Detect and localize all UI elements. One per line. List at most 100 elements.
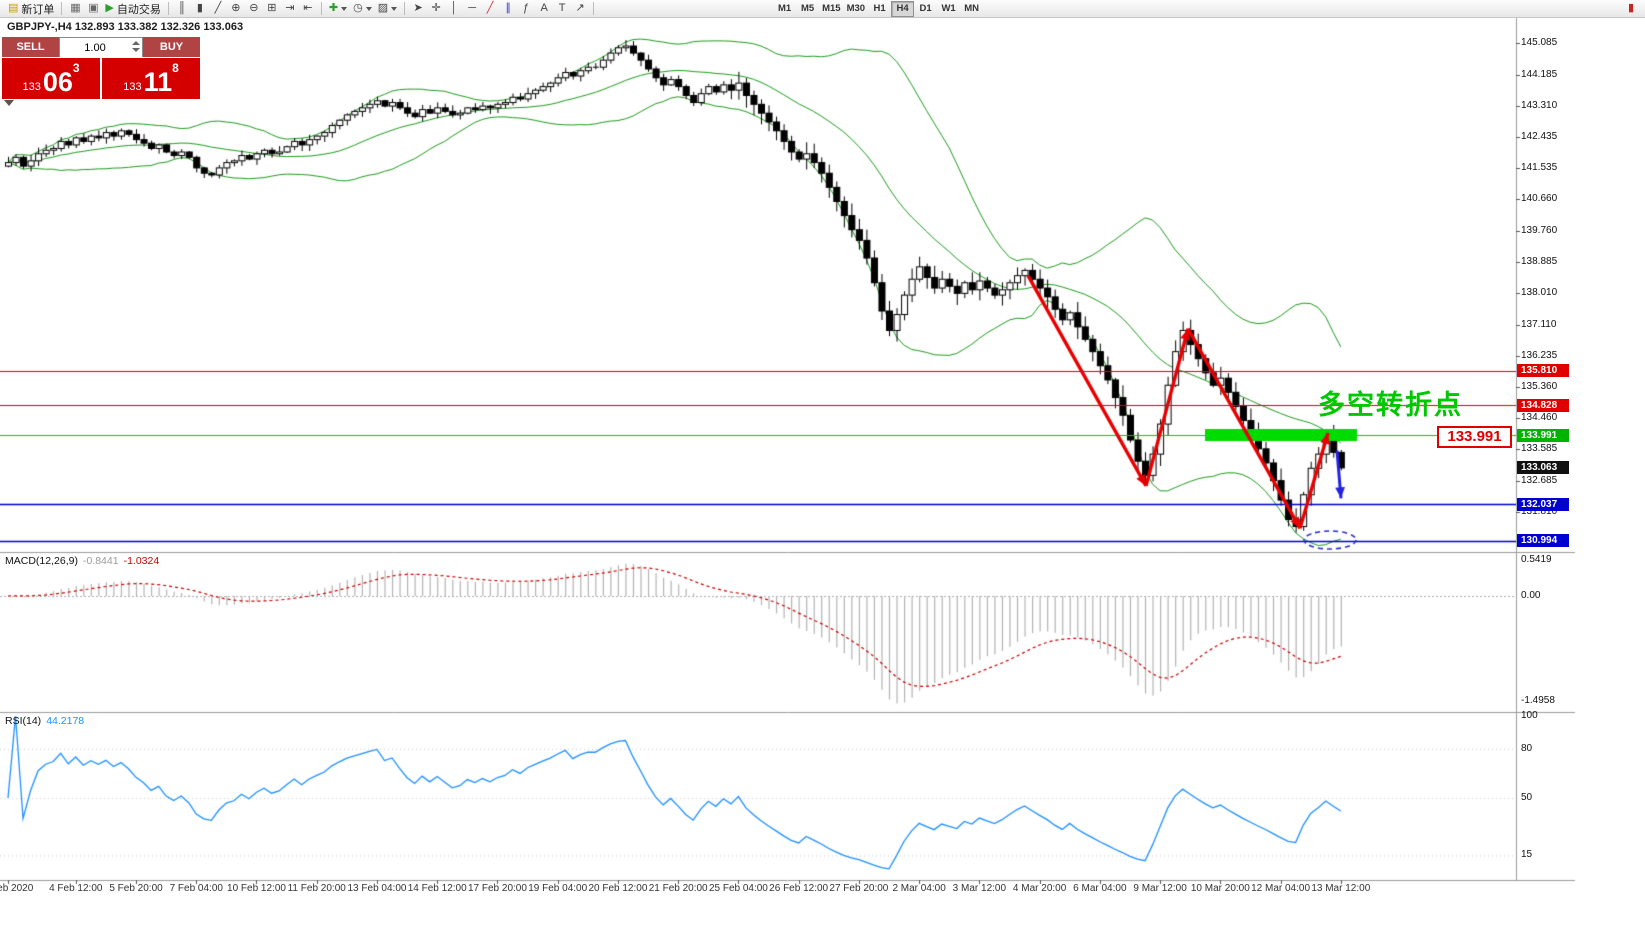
- chart-shift-button[interactable]: ⇤: [299, 1, 317, 17]
- line-chart-button[interactable]: ╱: [209, 1, 227, 17]
- community-button[interactable]: ▮: [1622, 1, 1640, 17]
- periods-button[interactable]: ◷: [350, 1, 375, 17]
- macd-name: MACD(12,26,9): [5, 555, 78, 567]
- new-order-button-icon: ▤: [8, 2, 19, 14]
- community-button-icon: ▮: [1627, 2, 1635, 14]
- zoom-in-button[interactable]: ⊕: [227, 1, 245, 17]
- macd-axis-label: 0.5419: [1521, 554, 1552, 565]
- volume-input[interactable]: [60, 39, 142, 57]
- tile-windows-button-icon: ⊞: [267, 2, 277, 14]
- sell-price-prefix: 133: [22, 81, 41, 93]
- one-click-collapse-icon[interactable]: [4, 100, 14, 106]
- time-axis-label: 25 Feb 04:00: [708, 883, 768, 894]
- time-axis-label: 6 Mar 04:00: [1073, 883, 1127, 894]
- trendline-button[interactable]: ╱: [481, 1, 499, 17]
- time-axis-label: 10 Mar 20:00: [1190, 883, 1250, 894]
- new-order-button[interactable]: ▤ 新订单: [5, 1, 57, 17]
- buy-price-big: 11: [143, 67, 173, 97]
- trendline-button-icon: ╱: [486, 2, 494, 14]
- time-axis-label: 11 Feb 20:00: [287, 883, 346, 894]
- price-tag: 132.037: [1517, 497, 1569, 511]
- crosshair-button-icon: ✛: [431, 2, 441, 14]
- dropdown-caret-icon: [341, 6, 348, 11]
- timeframe-mn-button[interactable]: MN: [964, 3, 979, 14]
- price-axis-label: 143.310: [1521, 99, 1558, 111]
- rsi-value: 44.2178: [46, 715, 85, 727]
- time-axis-label: 13 Mar 12:00: [1311, 883, 1371, 894]
- charts-grid-button[interactable]: ▦: [66, 1, 84, 17]
- price-tag: 133.991: [1517, 428, 1569, 442]
- charts-grid-button-icon: ▦: [70, 2, 81, 14]
- macd-main-value: -0.8441: [82, 555, 119, 567]
- timeframe-m30-button[interactable]: M30: [846, 3, 866, 14]
- macd-axis-label: 0.00: [1521, 590, 1541, 601]
- symbol-ohlc-info: GBPJPY-,H4 132.893 133.382 132.326 133.0…: [7, 21, 244, 33]
- toolbar: ▤ 新订单 ▦ ▣ ▶ 自动交易 ║ ▮ ╱ ⊕ ⊖ ⊞ ⇥ ⇤ ✚ ◷ ▨ ➤ ✛ │ ─ ╱ ∥ ƒ A T ↗ M1 M5 M15 M…: [0, 0, 1645, 18]
- label-button[interactable]: T: [553, 1, 571, 17]
- autotrading-button-icon: ▶: [105, 2, 114, 14]
- time-axis-label: 3 Feb 2020: [0, 883, 34, 894]
- rsi-axis-label: 15: [1521, 849, 1533, 861]
- text-button[interactable]: A: [535, 1, 553, 17]
- time-axis-label: 10 Feb 12:00: [227, 883, 286, 894]
- rsi-name: RSI(14): [5, 715, 42, 727]
- chart-shift-button-icon: ⇤: [303, 2, 313, 14]
- rsi-axis-label: 100: [1521, 710, 1538, 721]
- autotrading-button[interactable]: ▶ 自动交易: [102, 1, 163, 17]
- bar-chart-button[interactable]: ║: [173, 1, 191, 17]
- fibonacci-button[interactable]: ƒ: [517, 1, 535, 17]
- timeframe-h1-button[interactable]: H1: [873, 3, 886, 14]
- cursor-button[interactable]: ➤: [409, 1, 427, 17]
- price-axis-label: 141.535: [1521, 162, 1558, 174]
- cursor-button-icon: ➤: [413, 2, 423, 14]
- price-axis-label: 132.685: [1521, 475, 1558, 487]
- time-axis-label: 9 Mar 12:00: [1133, 883, 1187, 894]
- sell-price-big: 06: [42, 67, 73, 97]
- time-axis-label: 26 Feb 12:00: [769, 883, 829, 894]
- sell-label: SELL: [2, 37, 59, 57]
- indicators-button[interactable]: ✚: [326, 1, 350, 17]
- turning-point-annotation: 多空转折点: [1318, 390, 1463, 420]
- vertical-line-button[interactable]: │: [445, 1, 463, 17]
- arrows-button-icon: ↗: [575, 2, 585, 14]
- price-axis-label: 135.360: [1521, 380, 1558, 392]
- time-axis-label: 12 Mar 04:00: [1251, 883, 1311, 894]
- volume-up-button[interactable]: [132, 41, 140, 45]
- time-axis-label: 7 Feb 04:00: [169, 883, 223, 894]
- time-axis-label: 21 Feb 20:00: [648, 883, 708, 894]
- timeframe-d1-button[interactable]: D1: [919, 3, 932, 14]
- toolbar-separator: [593, 2, 595, 15]
- price-axis-label: 140.660: [1521, 193, 1558, 205]
- arrows-button[interactable]: ↗: [571, 1, 589, 17]
- price-axis-label: 142.435: [1521, 130, 1558, 142]
- candlestick-chart-button[interactable]: ▮: [191, 1, 209, 17]
- buy-label: BUY: [143, 37, 200, 57]
- time-axis-label: 2 Mar 04:00: [892, 883, 946, 894]
- price-axis-label: 144.185: [1521, 68, 1558, 80]
- timeframe-m1-button[interactable]: M1: [778, 3, 792, 14]
- buy-button[interactable]: 133 11 8: [102, 58, 200, 99]
- horizontal-line-button-icon: ─: [468, 2, 476, 14]
- auto-scroll-button[interactable]: ⇥: [281, 1, 299, 17]
- rsi-indicator-label: RSI(14) 44.2178: [5, 715, 84, 727]
- buy-price-prefix: 133: [123, 81, 142, 93]
- data-window-button[interactable]: ▣: [84, 1, 102, 17]
- timeframe-w1-button[interactable]: W1: [941, 3, 956, 14]
- templates-button[interactable]: ▨: [375, 1, 400, 17]
- timeframe-h4-button[interactable]: H4: [891, 0, 915, 17]
- volume-down-button[interactable]: [132, 48, 140, 52]
- dropdown-caret-icon: [365, 6, 372, 11]
- zoom-out-button[interactable]: ⊖: [245, 1, 263, 17]
- horizontal-line-button[interactable]: ─: [463, 1, 481, 17]
- sell-button[interactable]: 133 06 3: [2, 58, 100, 99]
- channel-button[interactable]: ∥: [499, 1, 517, 17]
- vertical-line-button-icon: │: [450, 2, 458, 14]
- channel-button-icon: ∥: [505, 2, 511, 14]
- timeframe-m15-button[interactable]: M15: [822, 3, 841, 14]
- tile-windows-button[interactable]: ⊞: [263, 1, 281, 17]
- timeframe-m5-button[interactable]: M5: [801, 3, 815, 14]
- crosshair-button[interactable]: ✛: [427, 1, 445, 17]
- macd-axis-label: -1.4958: [1521, 694, 1555, 706]
